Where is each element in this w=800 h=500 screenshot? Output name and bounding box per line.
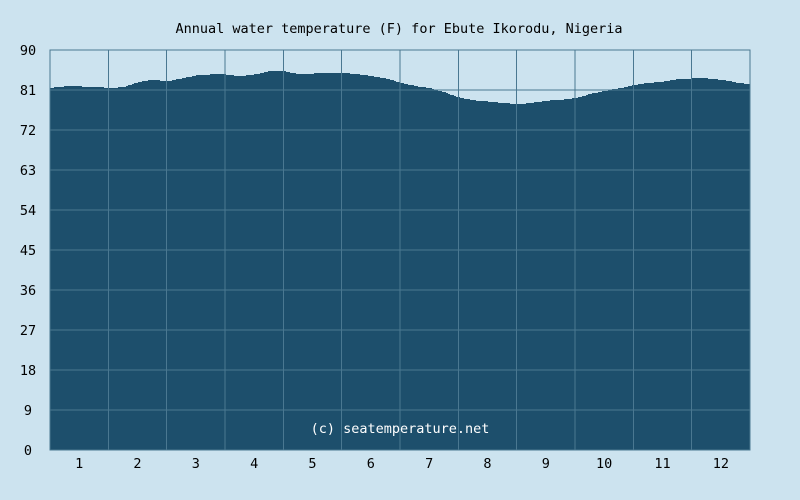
y-tick-label: 18 bbox=[20, 363, 36, 379]
y-tick-label: 27 bbox=[20, 323, 36, 339]
plot-border bbox=[49, 49, 751, 451]
watermark-text: (c) seatemperature.net bbox=[311, 421, 490, 437]
y-tick-label: 63 bbox=[20, 163, 36, 179]
x-tick-label: 7 bbox=[425, 456, 433, 472]
y-tick-label: 54 bbox=[20, 203, 36, 219]
x-tick-label: 1 bbox=[75, 456, 83, 472]
x-tick-label: 5 bbox=[308, 456, 316, 472]
y-tick-label: 45 bbox=[20, 243, 36, 259]
x-tick-label: 3 bbox=[192, 456, 200, 472]
x-tick-label: 6 bbox=[367, 456, 375, 472]
x-tick-label: 2 bbox=[133, 456, 141, 472]
y-tick-label: 72 bbox=[20, 123, 36, 139]
x-tick-label: 9 bbox=[542, 456, 550, 472]
y-tick-label: 9 bbox=[24, 403, 32, 419]
y-tick-label: 81 bbox=[20, 83, 36, 99]
x-tick-label: 4 bbox=[250, 456, 258, 472]
x-tick-label: 8 bbox=[483, 456, 491, 472]
y-tick-label: 0 bbox=[24, 443, 32, 459]
chart-title: Annual water temperature (F) for Ebute I… bbox=[175, 21, 622, 37]
y-tick-label: 90 bbox=[20, 43, 36, 59]
x-tick-label: 12 bbox=[713, 456, 729, 472]
x-tick-label: 10 bbox=[596, 456, 612, 472]
x-tick-label: 11 bbox=[654, 456, 670, 472]
y-tick-label: 36 bbox=[20, 283, 36, 299]
